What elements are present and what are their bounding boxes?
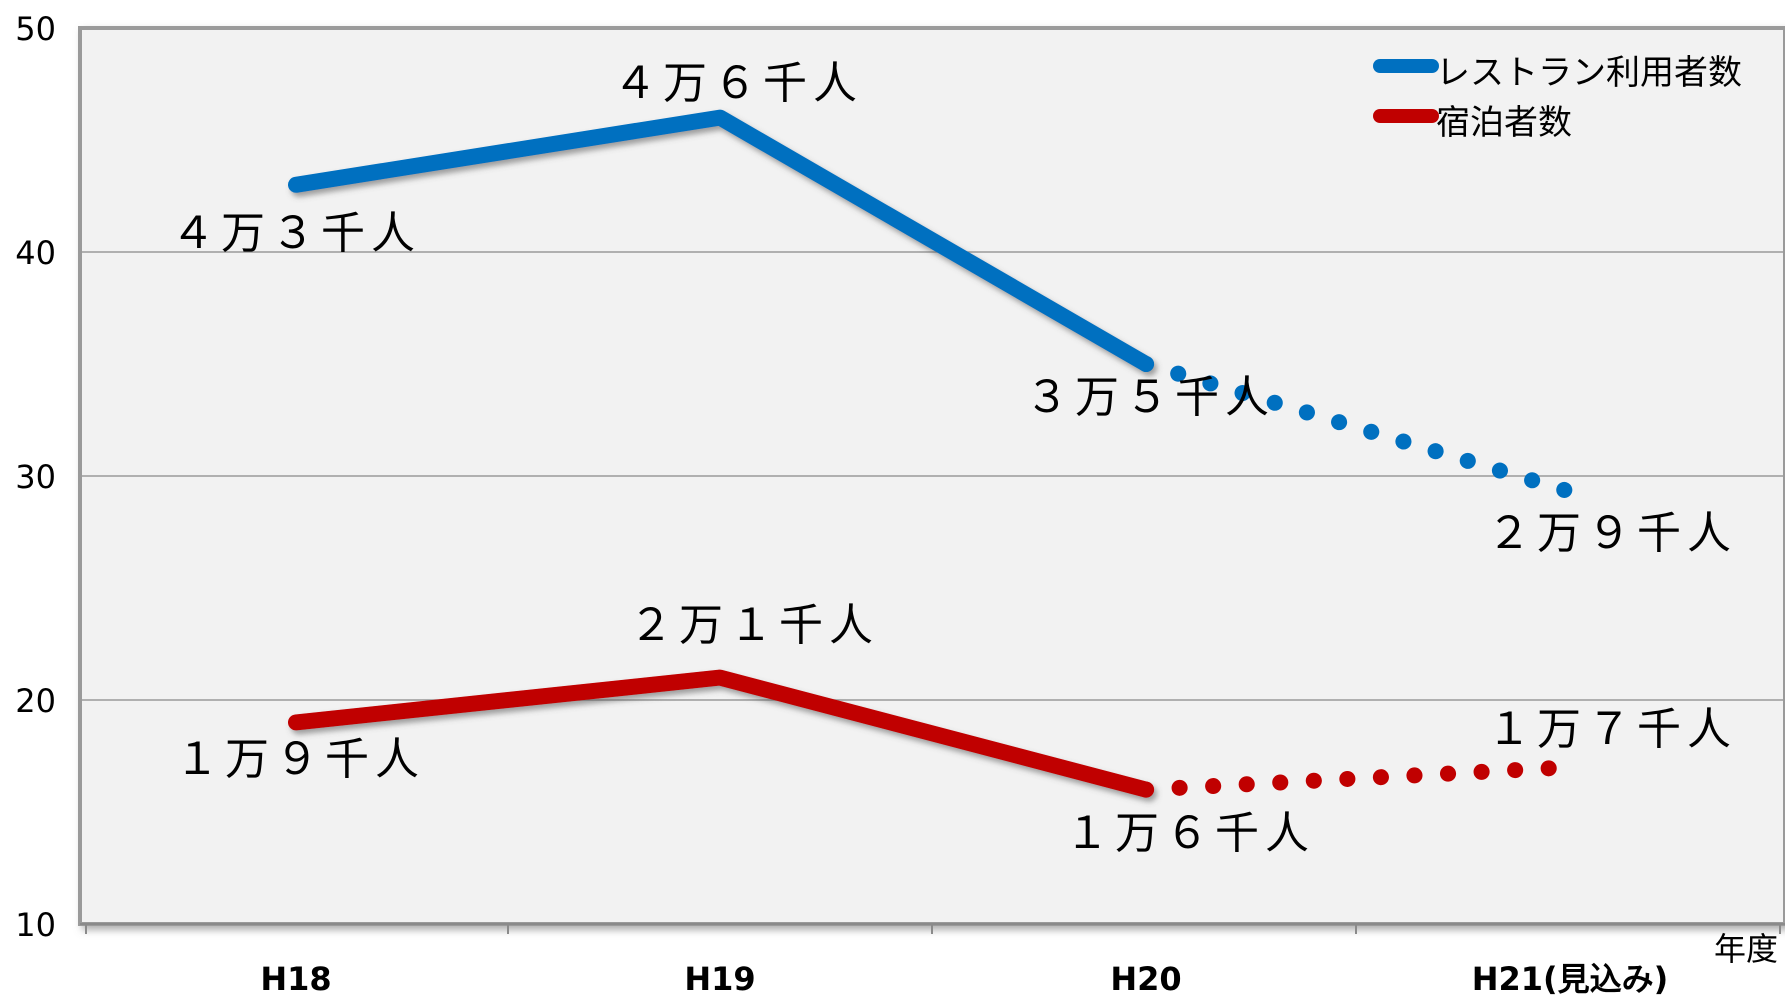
y-tick-label: 30 xyxy=(15,458,56,496)
data-label: １万６千人 xyxy=(1065,808,1315,859)
x-tick-label: H21(見込み) xyxy=(1472,960,1669,996)
y-tick-label: 50 xyxy=(15,10,56,48)
legend-label: 宿泊者数 xyxy=(1436,103,1572,143)
x-tick-label: H18 xyxy=(260,960,331,996)
series-line-actual xyxy=(288,109,1154,372)
series-line-projected xyxy=(1138,356,1578,500)
x-tick-label: H19 xyxy=(684,960,755,996)
x-tick-label: H20 xyxy=(1110,960,1181,996)
data-label: ２万１千人 xyxy=(629,600,879,651)
data-label: １万９千人 xyxy=(175,734,425,785)
series-line-actual xyxy=(288,669,1154,798)
y-tick-label: 20 xyxy=(15,682,56,720)
data-label: １万７千人 xyxy=(1487,704,1737,755)
y-tick-label: 10 xyxy=(15,906,56,944)
legend-label: レストラン利用者数 xyxy=(1436,53,1742,93)
data-label: ３万５千人 xyxy=(1025,372,1275,423)
data-label: ２万９千人 xyxy=(1487,508,1737,559)
y-tick-label: 40 xyxy=(15,234,56,272)
data-labels: ４万３千人 ４万６千人 ３万５千人 ２万９千人 １万９千人 ２万１千人 １万６千人 １万７千人 xyxy=(171,58,1737,859)
x-axis-title: 年度 xyxy=(1714,930,1778,968)
axes: 10 20 30 40 50 H18 H19 H20 H21(見込み) 年度 xyxy=(15,10,1785,996)
data-label: ４万６千人 xyxy=(613,58,863,109)
data-label: ４万３千人 xyxy=(171,208,421,259)
series-line-projected xyxy=(1138,759,1578,798)
series xyxy=(288,109,1578,798)
